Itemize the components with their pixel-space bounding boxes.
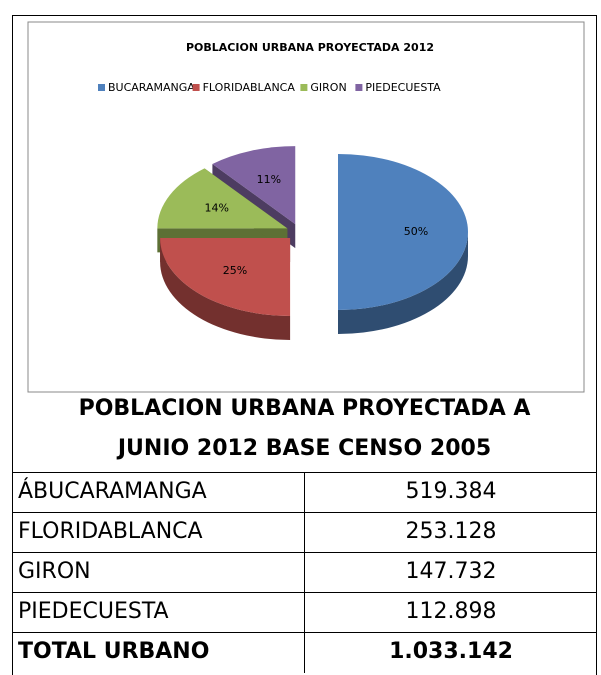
table-cell: GIRON [18, 559, 91, 584]
table-cell: 112.898 [405, 599, 497, 624]
table-cell: TOTAL URBANO [18, 639, 210, 664]
cell-divider [304, 553, 305, 593]
legend-label: FLORIDABLANCA [203, 81, 296, 94]
slice-label: 11% [257, 173, 281, 186]
slice [338, 154, 468, 310]
table-title: POBLACION URBANA PROYECTADA A [78, 396, 531, 421]
chart-area [27, 21, 585, 393]
slice [157, 168, 288, 229]
table-row: PIEDECUESTA 112.898 [12, 592, 597, 633]
table-row: ÁBUCARAMANGA 519.384 [12, 472, 597, 513]
table-cell: 1.033.142 [389, 639, 513, 664]
cell-divider [304, 513, 305, 553]
cell-divider [304, 473, 305, 513]
legend-label: BUCARAMANGA [108, 81, 195, 94]
table-row: TOTAL URBANO 1.033.142 [12, 632, 597, 673]
table-cell: 253.128 [405, 519, 497, 544]
slice-side [338, 232, 468, 334]
table-cell: 519.384 [405, 479, 497, 504]
table-cell: 147.732 [405, 559, 497, 584]
cell-divider [304, 633, 305, 673]
slice-label: 50% [404, 225, 428, 238]
table-cell: PIEDECUESTA [18, 599, 169, 624]
legend-label: GIRON [310, 81, 346, 94]
slice-side [160, 237, 291, 340]
table-cell: FLORIDABLANCA [18, 519, 203, 544]
slice [160, 237, 291, 316]
chart-title: POBLACION URBANA PROYECTADA 2012 [186, 41, 434, 54]
legend-swatch [300, 84, 308, 91]
table-cell: ÁBUCARAMANGA [18, 479, 207, 504]
table-row: GIRON 147.732 [12, 552, 597, 593]
cell-divider [304, 593, 305, 633]
slice [212, 146, 296, 225]
outer-frame [12, 15, 597, 675]
legend-label: PIEDECUESTA [365, 81, 441, 94]
table-title: JUNIO 2012 BASE CENSO 2005 [117, 436, 492, 461]
legend-swatch [98, 84, 105, 91]
slice-label: 14% [205, 201, 229, 214]
slice-label: 25% [223, 264, 247, 277]
legend-swatch [192, 84, 200, 91]
table-row: FLORIDABLANCA 253.128 [12, 512, 597, 553]
legend-swatch [355, 84, 363, 91]
chart: POBLACION URBANA PROYECTADA 2012 BUCARAM… [27, 21, 585, 393]
